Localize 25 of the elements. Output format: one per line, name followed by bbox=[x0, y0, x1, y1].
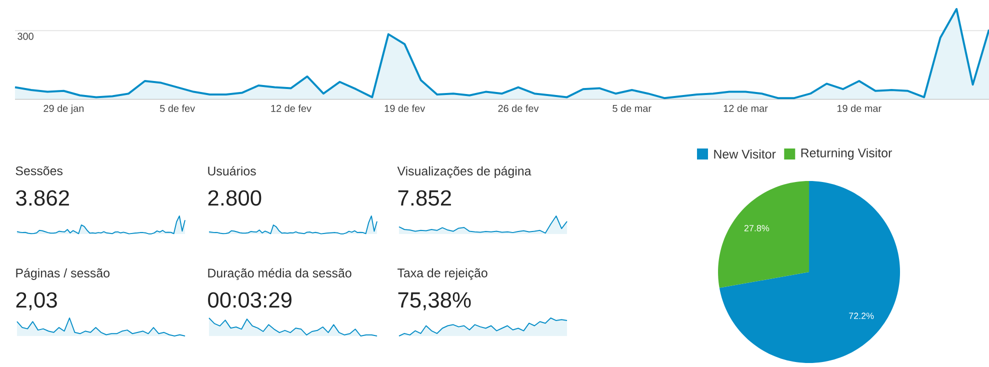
chart-title: Duração média da sessão bbox=[208, 268, 352, 280]
chart-title: Taxa de rejeição bbox=[397, 268, 488, 280]
legend-label: Returning Visitor bbox=[801, 148, 892, 160]
chart-subtitle: 75,38% bbox=[398, 292, 471, 310]
x-tick-label: 5 de mar bbox=[612, 104, 652, 112]
chart-title: Páginas / sessão bbox=[16, 268, 110, 280]
x-tick-label: 29 de jan bbox=[44, 104, 84, 114]
x-tick-label: 19 de fev bbox=[384, 104, 426, 112]
chart-subtitle: 2.800 bbox=[208, 190, 262, 206]
chart-title: Visualizações de página bbox=[397, 166, 532, 178]
x-tick-label: 19 de mar bbox=[837, 104, 882, 112]
data-label: 27.8% bbox=[744, 224, 770, 232]
legend-label: New Visitor bbox=[714, 149, 776, 159]
x-tick-label: 12 de fev bbox=[271, 104, 312, 112]
chart-subtitle: 3.862 bbox=[16, 190, 69, 206]
chart-subtitle: 7.852 bbox=[398, 190, 451, 206]
x-tick-label: 12 de mar bbox=[724, 104, 768, 112]
chart-subtitle: 2,03 bbox=[16, 292, 57, 310]
annotation: 300 bbox=[18, 32, 34, 40]
chart-title: Usuários bbox=[208, 166, 256, 176]
x-tick-label: 5 de fev bbox=[160, 104, 196, 112]
chart-title: Sessões bbox=[16, 166, 63, 176]
chart-subtitle: 00:03:29 bbox=[208, 292, 292, 308]
x-tick-label: 26 de fev bbox=[498, 104, 539, 112]
data-label: 72.2% bbox=[849, 312, 874, 319]
